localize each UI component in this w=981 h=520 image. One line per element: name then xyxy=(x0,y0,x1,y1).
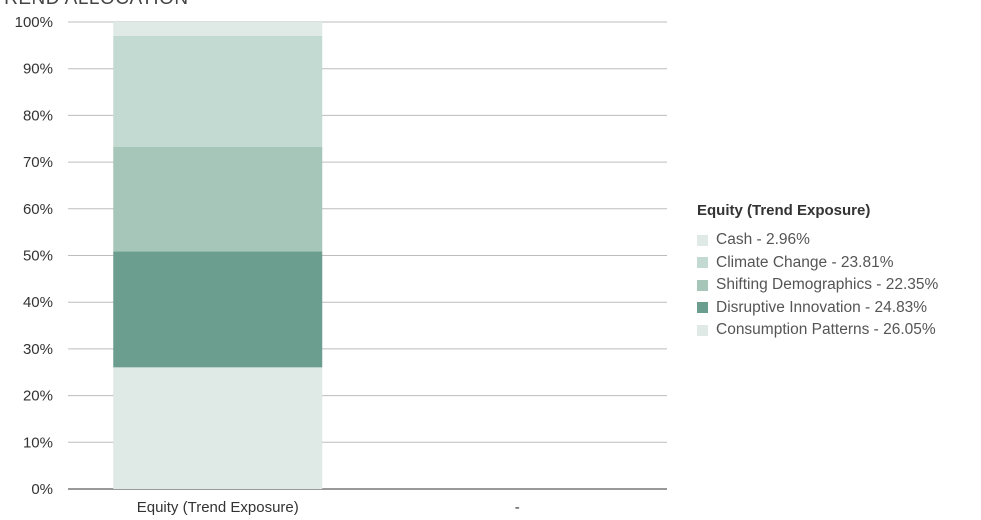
y-axis: 0% 10% 20% 30% 40% 50% 60% 70% 80% 90% 100% xyxy=(15,14,53,498)
y-tick-label: 20% xyxy=(23,388,53,405)
y-tick-label: 10% xyxy=(23,434,53,451)
legend-item: Shifting Demographics - 22.35% xyxy=(697,274,938,297)
y-tick-label: 50% xyxy=(23,248,53,265)
y-tick-label: 70% xyxy=(23,154,53,171)
y-tick-label: 30% xyxy=(23,341,53,358)
legend-swatch xyxy=(697,257,708,269)
bar-segment xyxy=(113,35,323,148)
y-tick-label: 0% xyxy=(31,481,53,498)
legend-item: Consumption Patterns - 26.05% xyxy=(697,319,938,342)
bar-segment xyxy=(113,147,323,252)
legend-item: Climate Change - 23.81% xyxy=(697,252,938,275)
legend-title: Equity (Trend Exposure) xyxy=(697,202,871,219)
bar-segment xyxy=(113,367,323,489)
y-tick-label: 100% xyxy=(15,14,53,31)
y-tick-label: 40% xyxy=(23,294,53,311)
legend-item: Cash - 2.96% xyxy=(697,229,938,252)
legend-label: Consumption Patterns - 26.05% xyxy=(716,321,936,339)
legend-items: Cash - 2.96% Climate Change - 23.81% Shift… xyxy=(697,229,938,342)
chart-title: TREND ALLOCATION xyxy=(0,0,189,9)
legend-swatch xyxy=(697,324,708,336)
legend-item: Disruptive Innovation - 24.83% xyxy=(697,297,938,320)
legend-label: Cash - 2.96% xyxy=(716,231,810,249)
y-tick-label: 80% xyxy=(23,107,53,124)
x-tick-label: Equity (Trend Exposure) xyxy=(137,499,299,516)
y-tick-label: 60% xyxy=(23,201,53,218)
x-tick-label: - xyxy=(515,499,520,516)
legend: Equity (Trend Exposure) Cash - 2.96% Clim… xyxy=(697,202,938,342)
legend-label: Disruptive Innovation - 24.83% xyxy=(716,298,928,316)
x-axis: Equity (Trend Exposure) - xyxy=(137,499,520,516)
bar-segment xyxy=(113,22,323,36)
legend-label: Climate Change - 23.81% xyxy=(716,253,894,271)
y-tick-label: 90% xyxy=(23,61,53,78)
legend-swatch xyxy=(697,279,708,291)
legend-swatch xyxy=(697,302,708,314)
legend-label: Shifting Demographics - 22.35% xyxy=(716,276,939,294)
bars xyxy=(113,22,323,489)
legend-swatch xyxy=(697,234,708,246)
bar-segment xyxy=(113,251,323,368)
